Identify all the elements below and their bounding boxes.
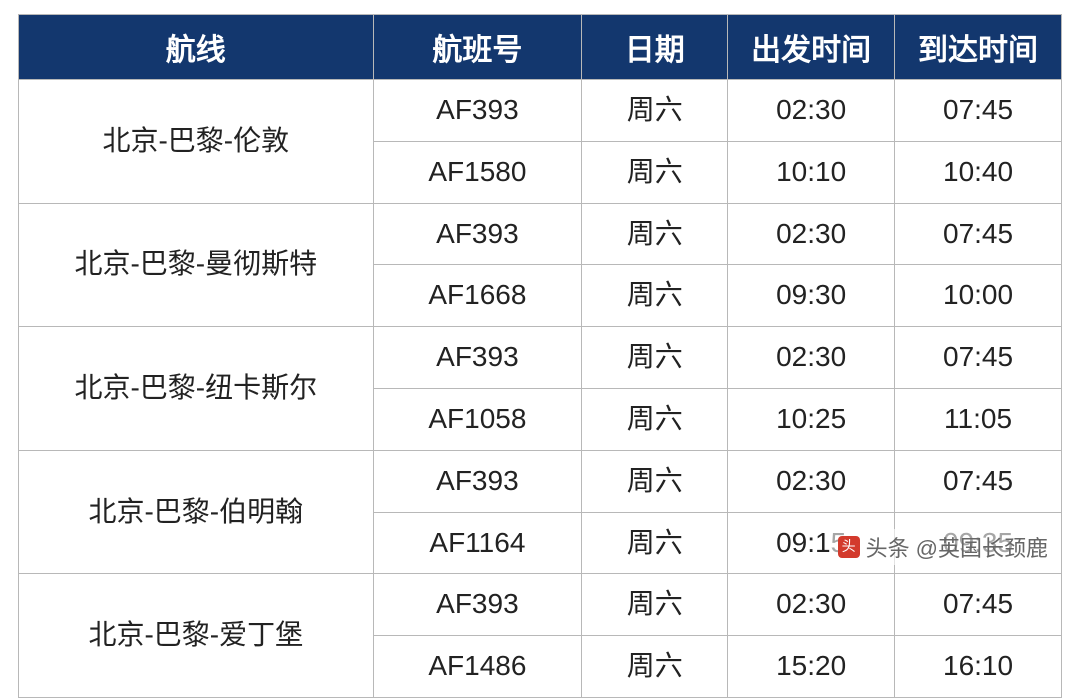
header-route: 航线 (19, 15, 374, 80)
table-row: 北京-巴黎-爱丁堡 AF393 周六 02:30 07:45 (19, 574, 1062, 636)
flight-no-cell: AF1058 (373, 388, 582, 450)
route-cell: 北京-巴黎-爱丁堡 (19, 574, 374, 698)
day-cell: 周六 (582, 388, 728, 450)
day-cell: 周六 (582, 141, 728, 203)
arr-cell: 10:00 (895, 265, 1062, 327)
arr-cell: 11:05 (895, 388, 1062, 450)
table-row: 北京-巴黎-纽卡斯尔 AF393 周六 02:30 07:45 (19, 327, 1062, 389)
day-cell: 周六 (582, 450, 728, 512)
table-body: 北京-巴黎-伦敦 AF393 周六 02:30 07:45 AF1580 周六 … (19, 80, 1062, 698)
flight-no-cell: AF393 (373, 203, 582, 265)
flight-no-cell: AF393 (373, 450, 582, 512)
arr-cell: 07:45 (895, 574, 1062, 636)
route-cell: 北京-巴黎-伯明翰 (19, 450, 374, 574)
day-cell: 周六 (582, 512, 728, 574)
dep-cell: 10:10 (728, 141, 895, 203)
dep-cell: 09:30 (728, 265, 895, 327)
table-row: 北京-巴黎-伦敦 AF393 周六 02:30 07:45 (19, 80, 1062, 142)
watermark-prefix: 头条 (866, 531, 910, 563)
dep-cell: 10:25 (728, 388, 895, 450)
day-cell: 周六 (582, 203, 728, 265)
flight-schedule-table: 航线 航班号 日期 出发时间 到达时间 北京-巴黎-伦敦 AF393 周六 02… (18, 14, 1062, 698)
table-row: 北京-巴黎-曼彻斯特 AF393 周六 02:30 07:45 (19, 203, 1062, 265)
flight-no-cell: AF393 (373, 327, 582, 389)
dep-cell: 15:20 (728, 636, 895, 698)
dep-cell: 02:30 (728, 450, 895, 512)
day-cell: 周六 (582, 636, 728, 698)
route-cell: 北京-巴黎-曼彻斯特 (19, 203, 374, 327)
table-row: 北京-巴黎-伯明翰 AF393 周六 02:30 07:45 (19, 450, 1062, 512)
arr-cell: 07:45 (895, 203, 1062, 265)
watermark-handle: @英国长颈鹿 (916, 531, 1048, 563)
dep-cell: 02:30 (728, 574, 895, 636)
flight-no-cell: AF1580 (373, 141, 582, 203)
flight-no-cell: AF393 (373, 80, 582, 142)
header-flight-no: 航班号 (373, 15, 582, 80)
flight-no-cell: AF1164 (373, 512, 582, 574)
watermark: 头条 @英国长颈鹿 (832, 529, 1054, 565)
flight-no-cell: AF1486 (373, 636, 582, 698)
dep-cell: 02:30 (728, 327, 895, 389)
flight-no-cell: AF1668 (373, 265, 582, 327)
arr-cell: 07:45 (895, 80, 1062, 142)
route-cell: 北京-巴黎-纽卡斯尔 (19, 327, 374, 451)
header-arr: 到达时间 (895, 15, 1062, 80)
header-day: 日期 (582, 15, 728, 80)
dep-cell: 02:30 (728, 203, 895, 265)
toutiao-icon (838, 536, 860, 558)
day-cell: 周六 (582, 574, 728, 636)
flight-no-cell: AF393 (373, 574, 582, 636)
dep-cell: 02:30 (728, 80, 895, 142)
route-cell: 北京-巴黎-伦敦 (19, 80, 374, 204)
day-cell: 周六 (582, 265, 728, 327)
arr-cell: 16:10 (895, 636, 1062, 698)
arr-cell: 10:40 (895, 141, 1062, 203)
arr-cell: 07:45 (895, 327, 1062, 389)
arr-cell: 07:45 (895, 450, 1062, 512)
day-cell: 周六 (582, 80, 728, 142)
day-cell: 周六 (582, 327, 728, 389)
header-dep: 出发时间 (728, 15, 895, 80)
table-header-row: 航线 航班号 日期 出发时间 到达时间 (19, 15, 1062, 80)
